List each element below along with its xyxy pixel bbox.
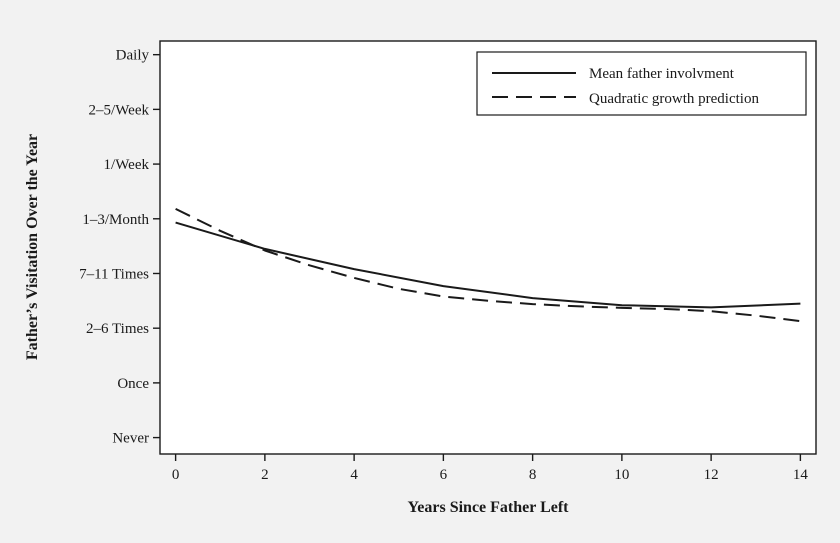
x-axis-title: Years Since Father Left	[408, 499, 570, 516]
x-tick-label: 14	[793, 467, 809, 483]
x-tick-label: 6	[440, 467, 448, 483]
legend-label-quadratic: Quadratic growth prediction	[589, 91, 759, 107]
series-line-mean-involvement	[175, 221, 801, 309]
y-tick-label: Never	[112, 431, 149, 447]
y-axis: Never Once 2–6 Times 7–11 Times 1–3/Month 1/W…	[79, 48, 160, 447]
x-tick-label: 4	[350, 467, 358, 483]
y-axis-title: Father’s Visitation Over the Year	[24, 134, 41, 360]
y-tick-label: Once	[117, 376, 149, 392]
y-tick-label: 2–6 Times	[86, 321, 149, 337]
y-tick-label: 1/Week	[104, 157, 150, 173]
x-tick-label: 0	[172, 467, 180, 483]
y-tick-label: 2–5/Week	[89, 102, 150, 118]
series-layer	[175, 208, 801, 323]
series-line-quadratic-prediction	[175, 208, 801, 323]
legend-label-mean: Mean father involvment	[589, 66, 735, 82]
x-tick-label: 12	[704, 467, 719, 483]
y-tick-label: 7–11 Times	[79, 266, 149, 282]
x-tick-label: 8	[529, 467, 537, 483]
legend: Mean father involvment Quadratic growth …	[476, 51, 807, 116]
x-axis: 0 2 4 6 8 10 12 14	[172, 454, 809, 483]
y-tick-label: Daily	[116, 48, 150, 64]
y-tick-label: 1–3/Month	[82, 212, 149, 228]
x-tick-label: 2	[261, 467, 269, 483]
x-tick-label: 10	[614, 467, 629, 483]
legend-box	[476, 51, 807, 116]
